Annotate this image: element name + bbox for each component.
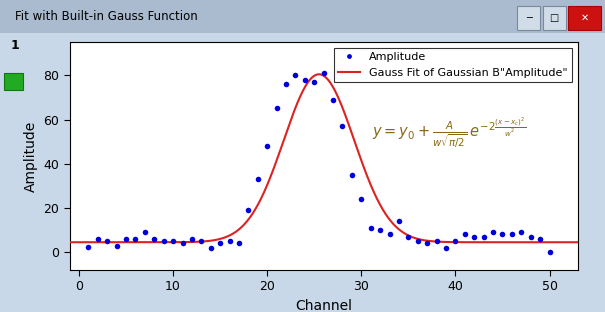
Y-axis label: Amplitude: Amplitude bbox=[24, 120, 38, 192]
Text: ✕: ✕ bbox=[580, 13, 589, 23]
Point bbox=[375, 227, 385, 232]
Point bbox=[93, 236, 103, 241]
Point bbox=[404, 234, 413, 239]
Point bbox=[441, 245, 451, 250]
Point bbox=[460, 232, 469, 237]
Point bbox=[356, 197, 366, 202]
Point bbox=[140, 230, 149, 235]
Point bbox=[131, 236, 140, 241]
Point bbox=[526, 234, 535, 239]
Point bbox=[366, 225, 376, 230]
Text: 1: 1 bbox=[11, 39, 19, 52]
Point bbox=[112, 243, 122, 248]
Point bbox=[206, 245, 215, 250]
Point bbox=[544, 250, 554, 255]
Point bbox=[300, 77, 310, 82]
X-axis label: Channel: Channel bbox=[295, 299, 352, 312]
FancyBboxPatch shape bbox=[0, 0, 605, 33]
FancyBboxPatch shape bbox=[568, 6, 601, 30]
Point bbox=[309, 80, 319, 85]
Point bbox=[413, 239, 423, 244]
Text: $y = y_0 + \frac{A}{w\sqrt{\pi / 2}}\,e^{-2\frac{(x-x_c)^2}{w^2}}$: $y = y_0 + \frac{A}{w\sqrt{\pi / 2}}\,e^… bbox=[372, 116, 526, 151]
Point bbox=[178, 241, 188, 246]
Point bbox=[422, 241, 432, 246]
Point bbox=[451, 239, 460, 244]
Text: Fit with Built-in Gauss Function: Fit with Built-in Gauss Function bbox=[15, 10, 198, 23]
Point bbox=[488, 230, 498, 235]
Point bbox=[197, 239, 206, 244]
FancyBboxPatch shape bbox=[517, 6, 540, 30]
Point bbox=[159, 239, 169, 244]
Point bbox=[385, 232, 394, 237]
Point bbox=[244, 208, 253, 213]
Point bbox=[535, 236, 545, 241]
FancyBboxPatch shape bbox=[543, 6, 566, 30]
Point bbox=[338, 124, 347, 129]
Point bbox=[272, 106, 281, 111]
Point bbox=[83, 244, 93, 249]
Point bbox=[329, 97, 338, 102]
Point bbox=[121, 236, 131, 241]
Point bbox=[479, 234, 488, 239]
Point bbox=[469, 234, 479, 239]
Text: ─: ─ bbox=[526, 13, 532, 23]
Point bbox=[281, 82, 291, 87]
Point bbox=[319, 71, 329, 76]
Point bbox=[149, 236, 159, 241]
Point bbox=[498, 232, 508, 237]
Point bbox=[253, 177, 263, 182]
Point bbox=[432, 239, 442, 244]
Point bbox=[517, 230, 526, 235]
FancyBboxPatch shape bbox=[4, 73, 23, 90]
Text: □: □ bbox=[549, 13, 559, 23]
Point bbox=[102, 239, 112, 244]
Point bbox=[263, 144, 272, 149]
Point bbox=[347, 172, 357, 177]
Point bbox=[168, 239, 178, 244]
Point bbox=[507, 232, 517, 237]
Point bbox=[234, 241, 244, 246]
FancyBboxPatch shape bbox=[0, 33, 27, 312]
Point bbox=[187, 236, 197, 241]
Point bbox=[394, 219, 404, 224]
Point bbox=[215, 241, 225, 246]
Point bbox=[224, 239, 234, 244]
Point bbox=[290, 73, 300, 78]
Legend: Amplitude, Gauss Fit of Gaussian B"Amplitude": Amplitude, Gauss Fit of Gaussian B"Ampli… bbox=[333, 48, 572, 82]
